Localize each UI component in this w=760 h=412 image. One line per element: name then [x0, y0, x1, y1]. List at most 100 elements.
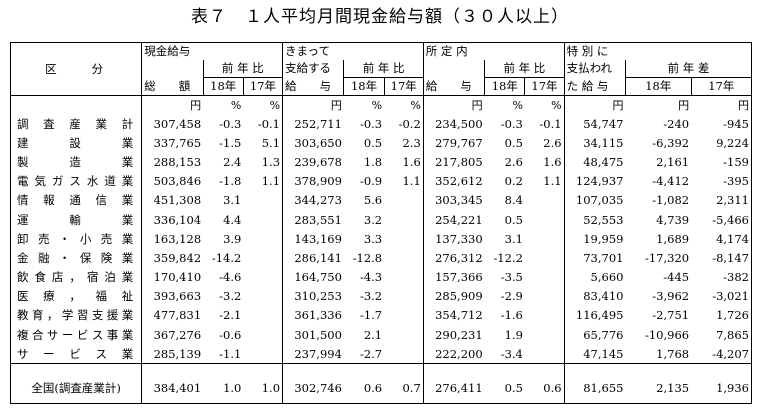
value-cell: 1.1: [402, 174, 421, 189]
value-cell: -10,966: [644, 327, 690, 342]
yoy-header-3: 前 年 比: [484, 59, 565, 78]
unit-cell: 円: [563, 95, 626, 115]
value-cell: 2.6: [504, 155, 523, 170]
total-value-cell: 1.0: [243, 373, 283, 404]
year-18-4: 18年: [624, 77, 692, 97]
value-cell: 0.5: [504, 135, 523, 150]
value-cell: -12.2: [493, 250, 523, 265]
value-cell: 283,551: [282, 209, 344, 230]
value-cell: 137,330: [422, 229, 485, 249]
regular-pay-sub: 給 与: [282, 77, 344, 97]
value-cell: 4.4: [223, 212, 242, 227]
table-row: 建設業 337,765 -1.5 5.1 303,650 0.5 2.3 279,767 0.5…: [9, 133, 753, 153]
value-cell: 254,221: [422, 209, 485, 230]
value-cell: 2.1: [363, 327, 383, 342]
value-cell: -14.2: [211, 250, 242, 265]
value-cell: 354,712: [422, 305, 485, 326]
row-label: 金融・保険業: [9, 248, 143, 268]
unit-cell: 円: [691, 95, 753, 115]
value-cell: 54,747: [563, 114, 626, 134]
value-cell: 8.4: [504, 193, 523, 208]
value-cell: [243, 229, 282, 248]
value-cell: 393,663: [141, 286, 204, 306]
value-cell: 3.2: [363, 212, 383, 227]
value-cell: [525, 306, 564, 325]
value-cell: 367,276: [141, 325, 204, 345]
value-cell: [384, 287, 423, 306]
total-value-cell: 0.7: [384, 373, 424, 404]
wage-table: 区 分 現金給与 きまって 所 定 内 特 別 に 前 年 比 支給する 前 年…: [9, 41, 753, 404]
value-cell: [525, 229, 564, 248]
year-18-1: 18年: [202, 77, 244, 97]
unit-cell: 円: [282, 95, 344, 115]
value-cell: 2.4: [223, 155, 242, 170]
value-cell: -0.1: [257, 116, 281, 131]
value-cell: [243, 268, 282, 287]
value-cell: -445: [663, 270, 690, 285]
value-cell: -945: [691, 114, 753, 134]
value-cell: 359,842: [141, 248, 204, 268]
value-cell: -3.2: [359, 289, 383, 304]
value-cell: -2.7: [359, 346, 383, 361]
value-cell: -17,320: [644, 250, 690, 265]
yoy-diff-header: 前 年 差: [624, 59, 753, 78]
value-cell: 378,909: [282, 171, 344, 191]
value-cell: -3,962: [652, 289, 690, 304]
special-pay-header-1: 特 別 に: [563, 41, 753, 60]
yoy-header-2: 前 年 比: [343, 59, 424, 78]
value-cell: -2.9: [500, 289, 523, 304]
value-cell: [243, 325, 282, 344]
table-row: サービス業 285,139 -1.1 237,994 -2.7 222,200 -3.4 47…: [9, 344, 753, 364]
value-cell: -4.6: [219, 270, 242, 285]
value-cell: 307,458: [141, 114, 204, 134]
unit-cell: %: [512, 98, 523, 112]
year-17-2: 17年: [383, 77, 424, 97]
value-cell: 5.1: [261, 135, 281, 150]
value-cell: 303,650: [282, 133, 344, 153]
value-cell: 361,336: [282, 305, 344, 326]
row-label: サービス業: [9, 344, 143, 364]
table-row: 運輸業 336,104 4.4 283,551 3.2 254,221 0.5 52,553 4…: [9, 209, 753, 230]
value-cell: 310,253: [282, 286, 344, 306]
table-row: 情報通信業 451,308 3.1 344,273 5.6 303,345 8.4 107,0…: [9, 190, 753, 210]
special-pay-header-2: 支払われ: [563, 59, 626, 78]
value-cell: 3.3: [363, 231, 383, 246]
value-cell: [243, 287, 282, 306]
value-cell: 5.6: [363, 193, 383, 208]
value-cell: 124,937: [563, 171, 626, 191]
year-18-2: 18年: [343, 77, 385, 97]
total-separator: [9, 363, 753, 374]
total-row: 全国(調査産業計) 384,401 1.0 1.0 302,746 0.6 0.7 276,4…: [9, 373, 753, 404]
value-cell: -1.8: [219, 174, 242, 189]
value-cell: 1.9: [504, 327, 523, 342]
scheduled-pay-sub: 給 与: [422, 77, 485, 97]
unit-cell: %: [551, 98, 562, 112]
value-cell: -12.8: [352, 250, 383, 265]
unit-cell: 円: [141, 95, 204, 115]
value-cell: -240: [663, 116, 690, 131]
value-cell: -0.1: [539, 116, 562, 131]
table-row: 調査産業計 307,458 -0.3 -0.1 252,711 -0.3 -0.2 234,5…: [9, 114, 753, 134]
value-cell: 451,308: [141, 190, 204, 210]
value-cell: 157,366: [422, 267, 485, 287]
value-cell: 170,410: [141, 267, 204, 287]
value-cell: 48,475: [563, 152, 626, 172]
value-cell: 477,831: [141, 305, 204, 326]
row-label: 電気ガス水道業: [9, 171, 143, 191]
value-cell: [525, 344, 564, 364]
value-cell: 1.6: [543, 155, 562, 170]
value-cell: -0.9: [359, 174, 383, 189]
value-cell: 3.9: [223, 231, 242, 246]
value-cell: 290,231: [422, 325, 485, 345]
table-row: 卸売・小売業 163,128 3.9 143,169 3.3 137,330 3.1 19,9…: [9, 229, 753, 249]
scheduled-pay-header: 所 定 内: [422, 41, 565, 60]
unit-cell: 円: [678, 99, 690, 113]
unit-row: 円%% 円%% 円%% 円円円: [9, 95, 753, 115]
value-cell: 19,959: [563, 229, 626, 249]
value-cell: [384, 325, 423, 344]
total-value-cell: 0.6: [524, 373, 565, 404]
header-row-3: 総 額 18年 17年 給 与 18年 17年 給 与 18年 17年 た 給 …: [11, 77, 753, 97]
value-cell: 2,311: [691, 190, 753, 210]
row-label: 建設業: [9, 133, 143, 153]
value-cell: -0.6: [219, 327, 242, 342]
